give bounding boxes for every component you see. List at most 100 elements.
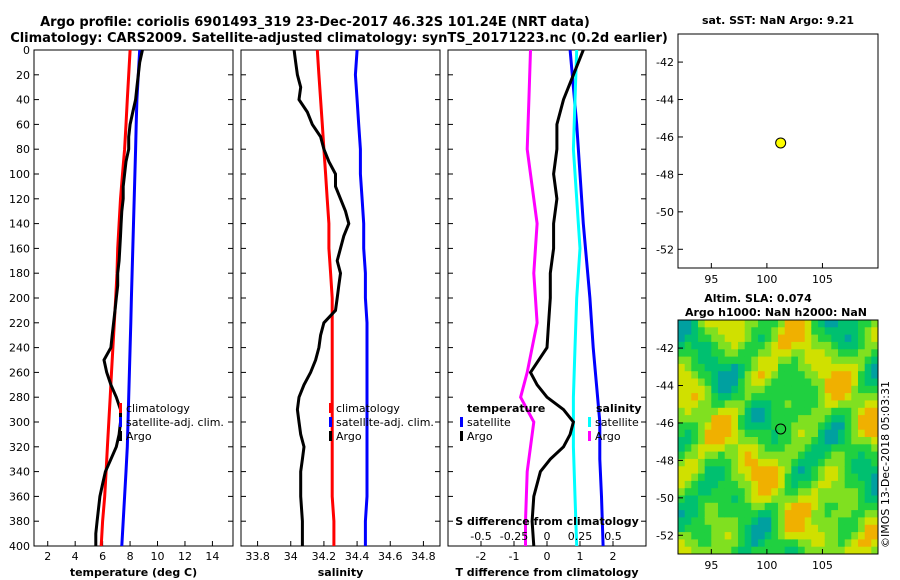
location-ytick-label: -50 — [656, 206, 674, 219]
heat-cell — [831, 510, 839, 518]
heat-cell — [871, 444, 879, 453]
heat-cell — [731, 473, 739, 482]
heat-cell — [751, 495, 759, 504]
heat-cell — [844, 444, 852, 453]
heat-cell — [738, 385, 746, 394]
heat-cell — [764, 334, 772, 343]
heat-cell — [844, 466, 852, 475]
heat-cell — [864, 488, 872, 496]
heat-cell — [678, 458, 686, 467]
heat-cell — [684, 437, 692, 445]
heat-cell — [751, 480, 759, 489]
heat-cell — [751, 349, 759, 358]
heat-cell — [864, 495, 872, 504]
heat-cell — [844, 320, 852, 328]
heat-cell — [718, 466, 726, 475]
heat-cell — [678, 502, 686, 511]
heat-cell — [744, 480, 752, 489]
heat-cell — [718, 437, 726, 445]
heat-cell — [744, 415, 752, 423]
heat-cell — [798, 466, 806, 475]
heat-cell — [751, 546, 759, 555]
heat-cell — [691, 407, 699, 416]
heat-cell — [811, 437, 819, 445]
heat-cell — [758, 385, 766, 394]
heat-cell — [764, 495, 772, 504]
heat-cell — [818, 407, 826, 416]
heat-cell — [864, 407, 872, 416]
heat-cell — [818, 458, 826, 467]
heat-cell — [831, 458, 839, 467]
heat-cell — [838, 444, 846, 453]
legend-label: Argo — [467, 430, 493, 443]
heat-cell — [784, 451, 792, 460]
heat-cell — [764, 458, 772, 467]
heat-cell — [818, 320, 826, 328]
heat-cell — [871, 510, 879, 518]
heat-cell — [778, 400, 786, 409]
difference-xtick-label: -1 — [509, 550, 520, 563]
heat-cell — [818, 502, 826, 511]
heat-cell — [744, 422, 752, 431]
heat-cell — [844, 429, 852, 438]
heat-cell — [738, 495, 746, 504]
heat-cell — [858, 517, 866, 526]
heat-cell — [691, 371, 699, 379]
heat-cell — [791, 363, 799, 372]
heat-cell — [824, 546, 832, 555]
heat-cell — [851, 422, 859, 431]
heat-cell — [691, 539, 699, 548]
heat-cell — [764, 320, 772, 328]
heat-cell — [771, 539, 779, 548]
heat-cell — [711, 480, 719, 489]
heat-cell — [784, 320, 792, 328]
salinity-xtick-label: 34.2 — [312, 550, 337, 563]
heat-cell — [811, 371, 819, 379]
heat-cell — [871, 327, 879, 336]
heat-cell — [838, 495, 846, 504]
heat-cell — [831, 371, 839, 379]
heat-cell — [684, 480, 692, 489]
heat-cell — [684, 495, 692, 504]
heat-cell — [864, 437, 872, 445]
heat-cell — [858, 458, 866, 467]
heat-cell — [804, 327, 812, 336]
heat-cell — [698, 341, 706, 350]
heat-cell — [811, 378, 819, 387]
heat-cell — [818, 532, 826, 540]
heat-cell — [758, 422, 766, 431]
heat-cell — [804, 400, 812, 409]
heat-cell — [784, 429, 792, 438]
heat-cell — [804, 356, 812, 365]
heat-cell — [851, 539, 859, 548]
heat-cell — [758, 524, 766, 533]
heat-cell — [704, 524, 712, 533]
heat-cell — [784, 495, 792, 504]
heat-cell — [744, 400, 752, 409]
location-ytick-label: -46 — [656, 131, 674, 144]
heat-cell — [731, 458, 739, 467]
heat-cell — [731, 356, 739, 365]
heat-cell — [744, 356, 752, 365]
heat-cell — [798, 320, 806, 328]
heat-cell — [678, 546, 686, 555]
heat-cell — [784, 480, 792, 489]
heat-cell — [718, 320, 726, 328]
heat-cell — [831, 334, 839, 343]
heat-cell — [711, 349, 719, 358]
heat-cell — [724, 407, 732, 416]
heat-cell — [724, 546, 732, 555]
heat-cell — [738, 466, 746, 475]
heat-cell — [811, 524, 819, 533]
difference-xtick2-label: 0.5 — [604, 530, 622, 543]
heat-cell — [824, 488, 832, 496]
heat-cell — [698, 466, 706, 475]
heat-cell — [871, 532, 879, 540]
heat-cell — [744, 451, 752, 460]
legend-label: climatology — [126, 402, 190, 415]
heat-cell — [818, 510, 826, 518]
heat-cell — [691, 480, 699, 489]
depth-tick-label: 280 — [9, 391, 30, 404]
heat-cell — [744, 378, 752, 387]
heat-cell — [771, 444, 779, 453]
